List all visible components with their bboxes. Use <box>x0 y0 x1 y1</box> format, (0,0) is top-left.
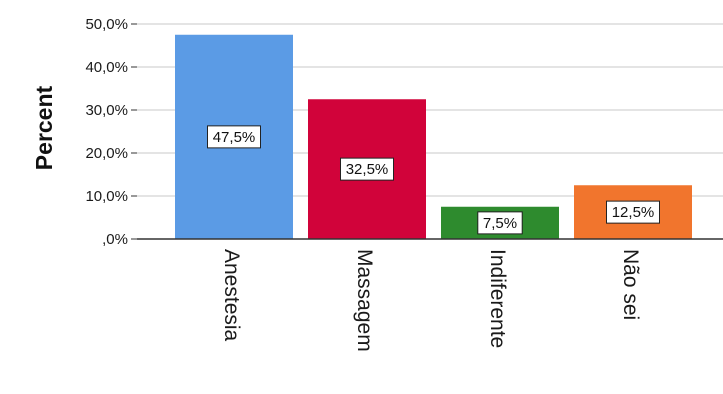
y-tick-label: ,0% <box>102 231 128 248</box>
data-label-box <box>477 211 523 235</box>
data-label: 12,5% <box>606 200 660 224</box>
x-axis-categories: Anestesia Massagem Indiferente Não sei <box>220 249 642 352</box>
y-tick-label: 10,0% <box>85 188 128 205</box>
data-label: 32,5% <box>340 157 394 181</box>
y-tick-label: 50,0% <box>85 16 128 33</box>
data-label-text: 12,5% <box>612 204 655 221</box>
data-label: 7,5% <box>477 211 523 235</box>
y-tick-label: 20,0% <box>85 145 128 162</box>
data-labels: 47,5% 32,5% 7,5% 12,5% <box>207 125 660 235</box>
y-tick-label: 40,0% <box>85 59 128 76</box>
data-label-box <box>606 200 660 224</box>
x-category-label: Massagem <box>353 249 376 352</box>
data-label: 47,5% <box>207 125 261 149</box>
data-label-box <box>207 125 261 149</box>
y-tick-label: 30,0% <box>85 102 128 119</box>
x-category-label: Anestesia <box>220 249 243 342</box>
data-label-text: 7,5% <box>483 215 517 232</box>
y-axis-ticks: ,0% 10,0% 20,0% 30,0% 40,0% 50,0% <box>85 16 137 248</box>
x-category-label: Indiferente <box>486 249 509 348</box>
y-axis-label: Percent <box>31 85 57 170</box>
data-label-box <box>340 157 394 181</box>
x-category-label: Não sei <box>619 249 642 320</box>
data-label-text: 47,5% <box>213 129 256 146</box>
data-label-text: 32,5% <box>346 161 389 178</box>
